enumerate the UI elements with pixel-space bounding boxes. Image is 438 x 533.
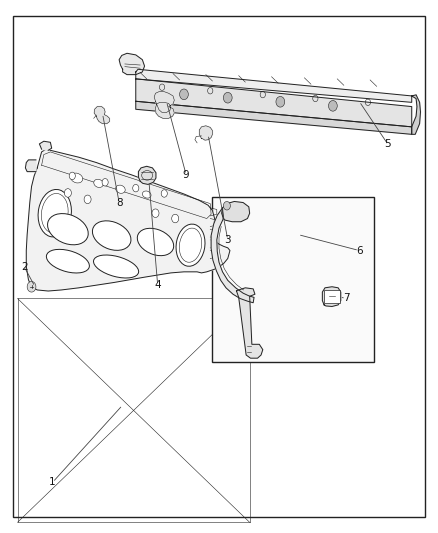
Circle shape xyxy=(276,96,285,107)
Polygon shape xyxy=(94,107,110,124)
Polygon shape xyxy=(199,126,212,140)
Ellipse shape xyxy=(94,179,103,188)
Circle shape xyxy=(180,89,188,100)
Text: 9: 9 xyxy=(183,170,190,180)
Ellipse shape xyxy=(93,255,139,278)
Polygon shape xyxy=(222,201,250,222)
Circle shape xyxy=(84,195,91,204)
Circle shape xyxy=(223,201,230,210)
Text: 5: 5 xyxy=(384,139,391,149)
Polygon shape xyxy=(322,287,341,306)
Ellipse shape xyxy=(92,221,131,251)
Circle shape xyxy=(223,92,232,103)
Polygon shape xyxy=(25,160,36,172)
Bar xyxy=(212,197,374,362)
Circle shape xyxy=(172,214,179,223)
Text: 6: 6 xyxy=(356,246,363,255)
Polygon shape xyxy=(237,288,263,358)
Polygon shape xyxy=(412,95,420,134)
Polygon shape xyxy=(26,149,230,291)
Circle shape xyxy=(64,189,71,197)
Polygon shape xyxy=(154,92,174,118)
Ellipse shape xyxy=(46,249,89,273)
Ellipse shape xyxy=(48,214,88,245)
Circle shape xyxy=(152,209,159,217)
Text: 2: 2 xyxy=(21,262,28,271)
Text: 8: 8 xyxy=(116,198,123,207)
Polygon shape xyxy=(119,53,145,75)
Text: 3: 3 xyxy=(224,235,231,245)
Polygon shape xyxy=(211,208,254,303)
Circle shape xyxy=(27,281,36,292)
Circle shape xyxy=(69,172,75,180)
Polygon shape xyxy=(136,101,412,134)
Polygon shape xyxy=(39,141,52,150)
Ellipse shape xyxy=(116,185,125,193)
Polygon shape xyxy=(136,79,412,127)
Bar xyxy=(324,290,340,303)
Text: 7: 7 xyxy=(343,294,350,303)
Circle shape xyxy=(133,184,139,192)
Circle shape xyxy=(161,190,167,197)
Polygon shape xyxy=(138,166,156,184)
Ellipse shape xyxy=(137,228,174,256)
Ellipse shape xyxy=(71,173,83,183)
Circle shape xyxy=(328,101,337,111)
Circle shape xyxy=(102,179,108,186)
Ellipse shape xyxy=(38,189,71,237)
Ellipse shape xyxy=(142,191,151,198)
Polygon shape xyxy=(136,69,412,102)
Text: 4: 4 xyxy=(154,280,161,290)
Text: 1: 1 xyxy=(49,478,56,487)
Ellipse shape xyxy=(176,224,205,266)
